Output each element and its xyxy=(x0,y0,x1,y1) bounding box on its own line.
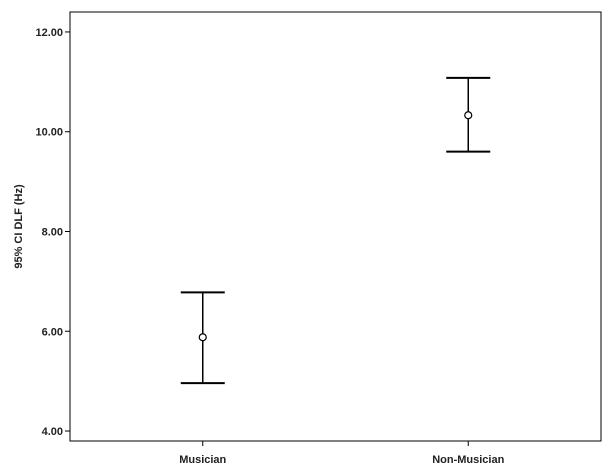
mean-point xyxy=(464,111,473,120)
error-bar-group xyxy=(446,76,491,153)
x-axis: Musician Non-Musician xyxy=(179,441,505,466)
y-tick-label: 4.00 xyxy=(42,426,63,438)
x-category-label: Non-Musician xyxy=(432,454,504,466)
y-tick-label: 6.00 xyxy=(42,326,63,338)
mean-point xyxy=(198,333,207,342)
error-bars xyxy=(180,76,491,385)
plot-frame xyxy=(69,11,602,442)
y-tick-label: 12.00 xyxy=(35,27,63,39)
error-bar-group xyxy=(180,291,225,385)
y-axis-title: 95% CI DLF (Hz) xyxy=(13,184,25,269)
y-axis: 4.00 6.00 8.00 10.00 12.00 xyxy=(35,27,70,438)
x-category-label: Musician xyxy=(179,454,226,466)
y-tick-label: 8.00 xyxy=(42,226,63,238)
y-tick-label: 10.00 xyxy=(35,127,63,139)
